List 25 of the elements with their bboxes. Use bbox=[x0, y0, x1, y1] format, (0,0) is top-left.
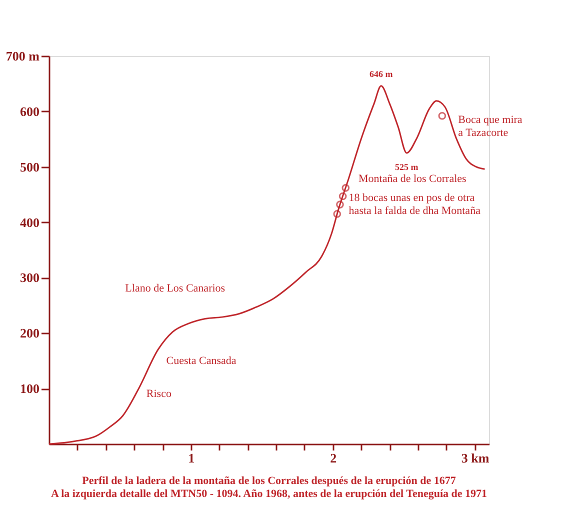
x-tick-label: 3 km bbox=[461, 450, 490, 466]
annotation: Risco bbox=[146, 388, 172, 400]
text: A la izquierda detalle del MTN50 - 1094. Año 1968, antes de la erupción del Teneguía de 1971 bbox=[50, 488, 488, 500]
y-tick-label: 200 bbox=[20, 326, 40, 341]
annotation: Llano de Los Canarios bbox=[125, 282, 226, 295]
annotation: Boca que mira a Tazacorte bbox=[458, 114, 522, 139]
annotation: 646 m bbox=[370, 68, 394, 79]
y-tick-label: 500 bbox=[20, 159, 40, 174]
y-tick-label: 300 bbox=[20, 270, 40, 286]
point bbox=[438, 112, 446, 120]
y-tick-label: 400 bbox=[20, 214, 40, 230]
y-tick-label: 100 bbox=[20, 381, 40, 396]
point bbox=[336, 200, 344, 208]
point bbox=[342, 184, 350, 192]
x-tick-label: 2 bbox=[330, 450, 337, 466]
y-tick-label: 600 bbox=[20, 104, 40, 119]
x-tick-label: 1 bbox=[188, 450, 195, 466]
y-tick-label: 700 m bbox=[6, 48, 40, 64]
annotation: Montaña de los Corrales bbox=[358, 173, 466, 186]
annotation: 18 bocas unas en pos de otra hasta la falda de dha Montaña bbox=[348, 192, 481, 218]
annotation: 525 m bbox=[395, 162, 419, 172]
point bbox=[333, 210, 342, 218]
point bbox=[338, 192, 347, 200]
annotation: Cuesta Cansada bbox=[166, 355, 236, 368]
text: Perfil de la ladera de la montaña de los Corrales después de la erupción de 1677 bbox=[82, 475, 456, 487]
